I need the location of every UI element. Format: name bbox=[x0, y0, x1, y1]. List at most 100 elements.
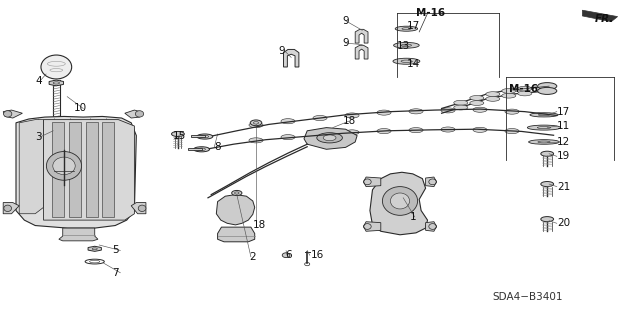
Polygon shape bbox=[370, 172, 428, 235]
Polygon shape bbox=[49, 80, 63, 86]
Text: 3: 3 bbox=[35, 132, 42, 142]
Ellipse shape bbox=[470, 96, 484, 100]
Ellipse shape bbox=[409, 109, 423, 114]
Text: 20: 20 bbox=[557, 218, 570, 228]
Ellipse shape bbox=[538, 83, 557, 90]
Ellipse shape bbox=[518, 91, 532, 96]
Polygon shape bbox=[364, 177, 381, 187]
Ellipse shape bbox=[4, 205, 12, 211]
Ellipse shape bbox=[313, 131, 327, 137]
Ellipse shape bbox=[393, 58, 420, 64]
Ellipse shape bbox=[486, 96, 500, 101]
Ellipse shape bbox=[502, 93, 516, 98]
Ellipse shape bbox=[281, 119, 295, 124]
Ellipse shape bbox=[505, 109, 519, 114]
Text: 9: 9 bbox=[342, 16, 349, 26]
Ellipse shape bbox=[541, 182, 554, 187]
Ellipse shape bbox=[232, 190, 242, 196]
Polygon shape bbox=[86, 122, 98, 217]
Text: 15: 15 bbox=[173, 130, 186, 141]
Polygon shape bbox=[304, 128, 357, 149]
Text: 9: 9 bbox=[278, 46, 285, 56]
Text: 1: 1 bbox=[410, 212, 416, 222]
Polygon shape bbox=[426, 222, 436, 231]
Polygon shape bbox=[355, 29, 368, 43]
Ellipse shape bbox=[383, 187, 418, 215]
Ellipse shape bbox=[390, 193, 410, 209]
Text: 7: 7 bbox=[112, 268, 118, 278]
Ellipse shape bbox=[282, 253, 290, 258]
Text: 5: 5 bbox=[112, 245, 118, 256]
Text: 2: 2 bbox=[250, 252, 256, 262]
Ellipse shape bbox=[505, 129, 519, 134]
Ellipse shape bbox=[4, 111, 12, 117]
Text: 8: 8 bbox=[214, 142, 221, 152]
Polygon shape bbox=[3, 110, 22, 118]
Text: 10: 10 bbox=[74, 103, 87, 114]
Text: 9: 9 bbox=[342, 38, 349, 48]
Polygon shape bbox=[52, 122, 64, 217]
Ellipse shape bbox=[454, 105, 468, 110]
Ellipse shape bbox=[441, 127, 455, 132]
Ellipse shape bbox=[193, 147, 210, 152]
Ellipse shape bbox=[441, 108, 455, 113]
Text: 16: 16 bbox=[310, 250, 324, 260]
Ellipse shape bbox=[345, 113, 359, 118]
Ellipse shape bbox=[249, 122, 263, 128]
Ellipse shape bbox=[136, 111, 144, 117]
Text: 13: 13 bbox=[397, 41, 410, 51]
Text: 17: 17 bbox=[406, 20, 420, 31]
Ellipse shape bbox=[281, 135, 295, 140]
Ellipse shape bbox=[138, 205, 146, 211]
Ellipse shape bbox=[396, 26, 417, 31]
Polygon shape bbox=[69, 122, 81, 217]
Text: 17: 17 bbox=[557, 107, 570, 117]
Text: M-16: M-16 bbox=[509, 84, 538, 94]
Ellipse shape bbox=[470, 100, 484, 105]
Ellipse shape bbox=[345, 130, 359, 135]
Ellipse shape bbox=[454, 100, 468, 105]
Ellipse shape bbox=[323, 135, 336, 141]
Text: 21: 21 bbox=[557, 182, 570, 192]
Ellipse shape bbox=[377, 110, 391, 115]
Ellipse shape bbox=[249, 138, 263, 143]
Bar bbox=[188, 148, 202, 150]
Polygon shape bbox=[102, 122, 114, 217]
Polygon shape bbox=[16, 116, 136, 228]
Ellipse shape bbox=[46, 152, 82, 180]
Bar bbox=[191, 135, 205, 137]
Text: 18: 18 bbox=[342, 116, 356, 126]
Ellipse shape bbox=[394, 42, 419, 48]
Ellipse shape bbox=[541, 217, 554, 222]
Polygon shape bbox=[582, 10, 618, 22]
Ellipse shape bbox=[486, 92, 500, 97]
Ellipse shape bbox=[473, 107, 487, 112]
Text: 4: 4 bbox=[35, 76, 42, 86]
Text: FR.: FR. bbox=[595, 14, 614, 24]
Text: 12: 12 bbox=[557, 137, 570, 147]
Ellipse shape bbox=[473, 127, 487, 132]
Ellipse shape bbox=[197, 134, 212, 139]
Polygon shape bbox=[59, 228, 98, 241]
Text: 11: 11 bbox=[557, 121, 570, 131]
Ellipse shape bbox=[52, 157, 76, 175]
Ellipse shape bbox=[518, 86, 532, 91]
Text: 19: 19 bbox=[557, 151, 570, 161]
Polygon shape bbox=[426, 177, 436, 187]
Text: 14: 14 bbox=[406, 59, 420, 69]
Ellipse shape bbox=[541, 151, 554, 156]
Ellipse shape bbox=[527, 125, 561, 130]
Ellipse shape bbox=[409, 128, 423, 133]
Ellipse shape bbox=[172, 131, 184, 137]
Polygon shape bbox=[355, 45, 368, 59]
Text: 6: 6 bbox=[285, 250, 291, 260]
Polygon shape bbox=[44, 120, 134, 220]
Ellipse shape bbox=[530, 113, 558, 117]
Ellipse shape bbox=[317, 133, 342, 143]
Polygon shape bbox=[3, 203, 19, 214]
Polygon shape bbox=[218, 227, 255, 242]
Text: SDA4−B3401: SDA4−B3401 bbox=[493, 292, 563, 302]
Polygon shape bbox=[131, 203, 146, 214]
Polygon shape bbox=[284, 49, 299, 67]
Polygon shape bbox=[88, 246, 101, 251]
